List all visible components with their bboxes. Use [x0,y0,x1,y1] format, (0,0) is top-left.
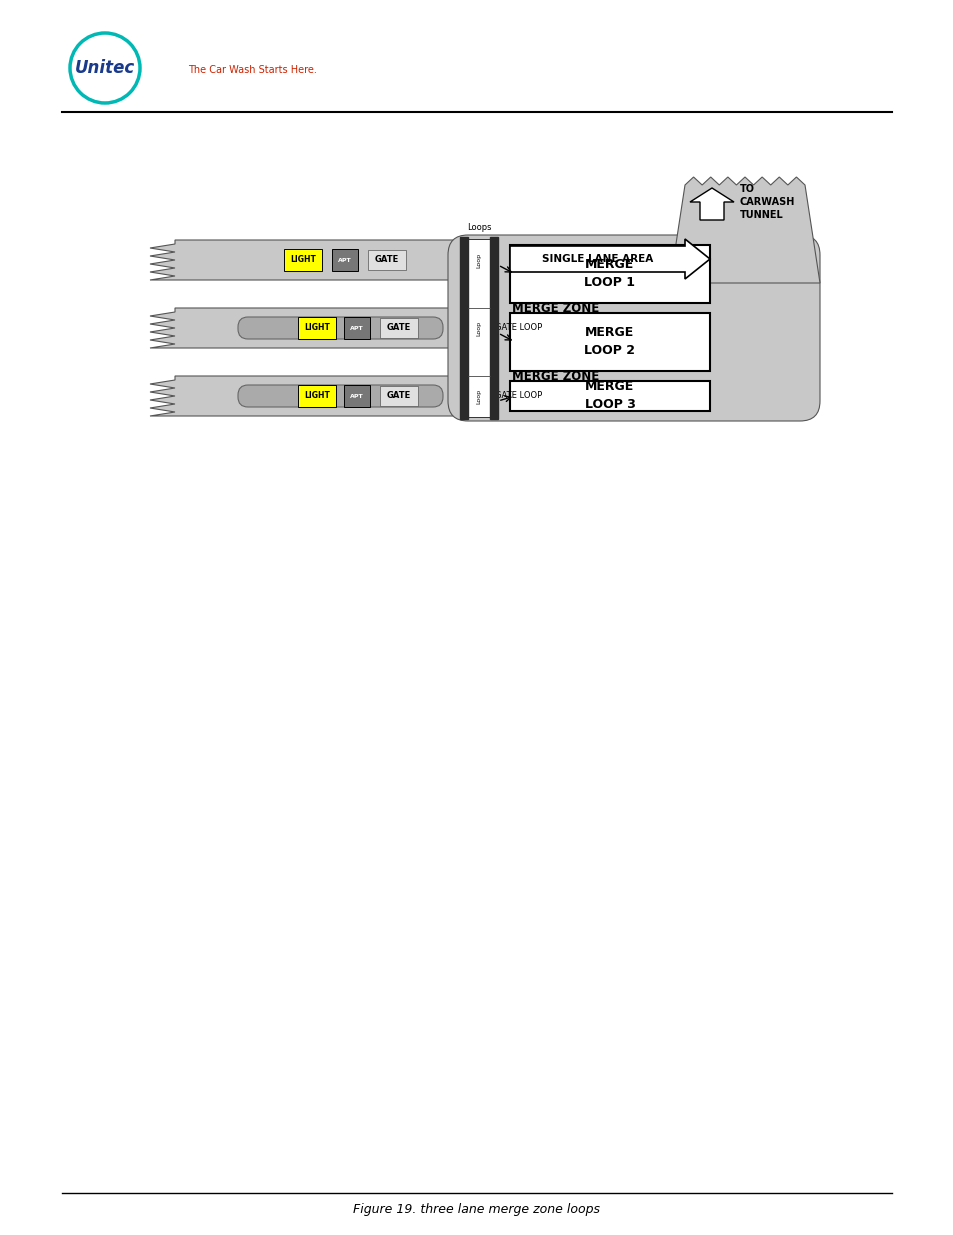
Text: LIGHT: LIGHT [304,391,330,400]
Polygon shape [490,237,497,419]
Polygon shape [150,375,453,416]
Bar [344,385,370,408]
Bar [297,317,335,338]
Text: GATE: GATE [387,391,411,400]
Text: GATE LOOP: GATE LOOP [495,324,541,332]
Polygon shape [669,177,820,283]
Text: APT: APT [350,394,363,399]
Polygon shape [689,188,733,220]
Text: MERGE
LOOP 3: MERGE LOOP 3 [584,380,635,411]
Polygon shape [468,240,490,417]
Bar [379,317,417,338]
Polygon shape [459,237,468,419]
Text: LIGHT: LIGHT [304,324,330,332]
Text: Unitec: Unitec [74,59,135,77]
Text: MERGE
LOOP 2: MERGE LOOP 2 [584,326,635,357]
Text: TO
CARWASH
TUNNEL: TO CARWASH TUNNEL [740,184,795,220]
Text: Loop: Loop [476,389,481,404]
Bar [379,387,417,406]
Bar [332,249,357,270]
FancyBboxPatch shape [237,385,442,408]
FancyBboxPatch shape [448,235,820,421]
Text: GATE: GATE [387,324,411,332]
Text: GATE LOOP: GATE LOOP [495,391,541,400]
Text: Figure 19. three lane merge zone loops: Figure 19. three lane merge zone loops [354,1203,599,1216]
Text: APT: APT [350,326,363,331]
Text: SINGLE LANE AREA: SINGLE LANE AREA [541,254,653,264]
Bar [510,245,709,303]
Text: Loops: Loops [466,224,491,232]
Polygon shape [150,308,453,348]
Bar [368,249,406,270]
Text: LIGHT: LIGHT [290,256,315,264]
Bar [510,312,709,370]
Bar [297,385,335,408]
Polygon shape [150,240,453,280]
FancyBboxPatch shape [237,317,442,338]
Text: GATE: GATE [375,256,398,264]
Bar [344,317,370,338]
Text: Loop: Loop [476,252,481,268]
Text: Loop: Loop [476,320,481,336]
Bar [284,249,322,270]
Text: MERGE ZONE: MERGE ZONE [512,301,598,315]
Text: The Car Wash Starts Here.: The Car Wash Starts Here. [188,65,316,75]
Text: MERGE
LOOP 1: MERGE LOOP 1 [584,258,635,289]
Polygon shape [510,240,709,279]
Bar [510,382,709,411]
Text: MERGE ZONE: MERGE ZONE [512,369,598,383]
Text: APT: APT [337,258,352,263]
